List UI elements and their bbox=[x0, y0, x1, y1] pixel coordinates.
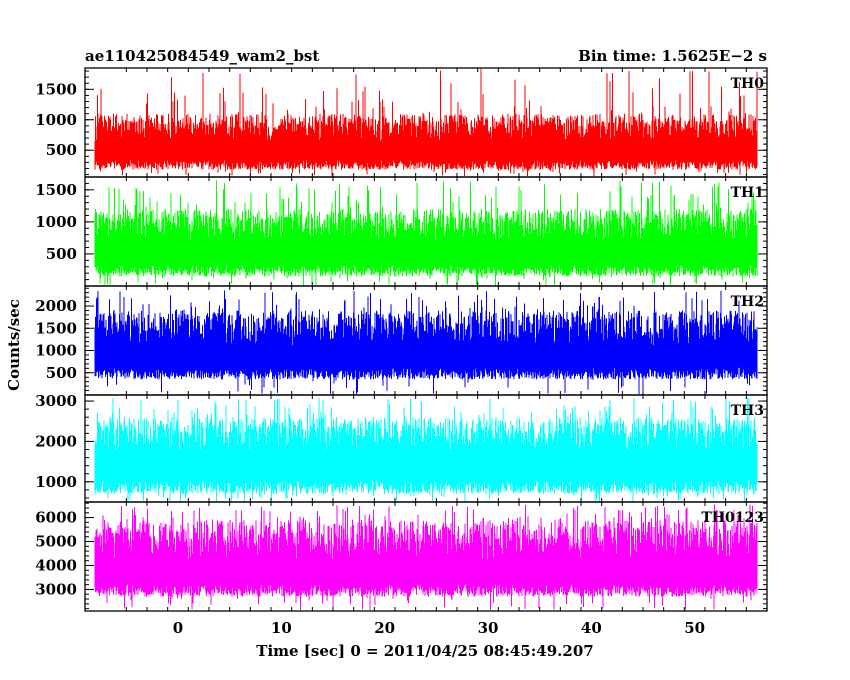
panel-frame bbox=[84, 501, 768, 612]
y-tick-label: 1500 bbox=[35, 319, 77, 337]
y-tick-label: 1500 bbox=[35, 80, 77, 98]
panel-label: TH1 bbox=[731, 185, 764, 201]
series-th0123 bbox=[94, 504, 758, 610]
y-tick-label: 2000 bbox=[35, 432, 77, 450]
panel-th1: 500 1000 1500 TH1 bbox=[35, 176, 768, 287]
panel-label: TH3 bbox=[731, 403, 764, 419]
panel-th0123: 3000 4000 5000 6000 TH0123 bbox=[35, 501, 768, 612]
panel-th2: 500 1000 1500 2000 TH2 bbox=[35, 285, 768, 396]
y-tick-label: 3000 bbox=[35, 392, 77, 410]
bin-time-label: Bin time: 1.5625E−2 s bbox=[578, 47, 767, 65]
y-tick-label: 1000 bbox=[35, 213, 77, 231]
x-tick-label: 50 bbox=[684, 619, 705, 637]
y-tick-label: 500 bbox=[46, 364, 77, 382]
y-axis-title: Counts/sec bbox=[5, 299, 23, 391]
x-tick-label: 0 bbox=[173, 619, 183, 637]
panel-label: TH0 bbox=[731, 76, 765, 92]
series-th0 bbox=[94, 69, 758, 176]
y-tick-label: 500 bbox=[46, 245, 77, 263]
panel-label: TH0123 bbox=[701, 510, 764, 526]
series-th2 bbox=[94, 290, 758, 394]
y-tick-label: 3000 bbox=[35, 580, 77, 598]
x-tick-label: 40 bbox=[581, 619, 602, 637]
y-tick-label: 5000 bbox=[35, 533, 77, 551]
series-th1 bbox=[94, 180, 758, 285]
y-tick-label: 4000 bbox=[35, 556, 77, 574]
x-tick-label: 30 bbox=[478, 619, 499, 637]
x-tick-label: 10 bbox=[271, 619, 292, 637]
y-tick-label: 500 bbox=[46, 141, 77, 159]
y-tick-label: 1000 bbox=[35, 111, 77, 129]
y-tick-label: 1000 bbox=[35, 342, 77, 360]
y-tick-label: 1000 bbox=[35, 473, 77, 491]
y-tick-label: 6000 bbox=[35, 509, 77, 527]
panel-th0: 500 1000 1500 TH0 bbox=[35, 67, 768, 178]
chart-title: ae110425084549_wam2_bst bbox=[85, 47, 319, 65]
y-tick-label: 2000 bbox=[35, 297, 77, 315]
x-axis-title: Time [sec] 0 = 2011/04/25 08:45:49.207 bbox=[256, 642, 593, 660]
y-tick-label: 1500 bbox=[35, 181, 77, 199]
panel-th3: 1000 2000 3000 TH3 bbox=[35, 392, 768, 503]
x-tick-label: 20 bbox=[374, 619, 395, 637]
panel-label: TH2 bbox=[731, 294, 764, 310]
series-th3 bbox=[94, 397, 758, 501]
